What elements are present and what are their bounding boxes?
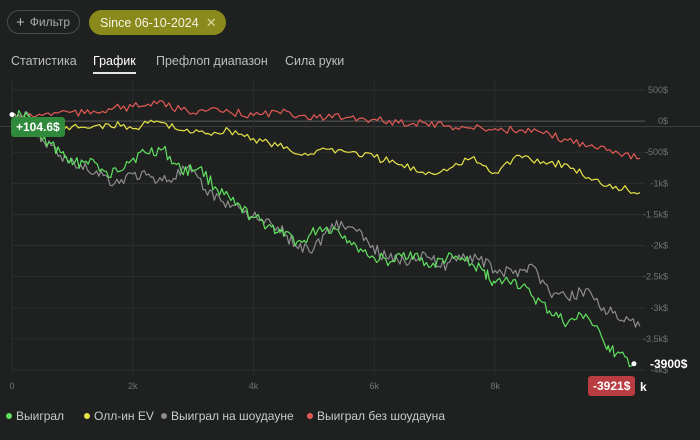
legend-item-non-showdown[interactable]: Выиграл без шоудауна xyxy=(307,409,445,423)
start-point-marker xyxy=(9,112,15,118)
y-tick-label: -500$ xyxy=(645,147,668,157)
close-icon[interactable]: ✕ xyxy=(205,14,217,30)
date-filter-label: Since 06-10-2024 xyxy=(100,15,199,30)
active-tab-indicator xyxy=(93,72,136,74)
y-tick-label: -2k$ xyxy=(650,241,668,251)
y-tick-label: -3.5k$ xyxy=(643,334,668,344)
legend-label-showdown: Выиграл на шоудауне xyxy=(171,409,294,423)
tab-bar: Статистика График Префлоп диапазон Сила … xyxy=(0,50,700,127)
tab-graph[interactable]: График xyxy=(93,54,136,68)
x-tick-label: 8k xyxy=(490,381,500,391)
x-tick-label: 6k xyxy=(370,381,380,391)
end-value-badge: -3921$ xyxy=(588,376,636,396)
y-tick-label: -2.5k$ xyxy=(643,272,668,282)
plus-icon: + xyxy=(16,13,25,31)
y-tick-label: -4k$ xyxy=(650,365,668,375)
series-allin-ev-line xyxy=(11,113,641,195)
tab-hand-strength[interactable]: Сила руки xyxy=(285,54,345,68)
tab-statistics[interactable]: Статистика xyxy=(11,54,77,68)
date-filter-chip[interactable]: Since 06-10-2024 ✕ xyxy=(89,10,226,35)
legend-label-allin-ev: Олл-ин EV xyxy=(94,409,154,423)
series-non-showdown-line xyxy=(11,100,641,160)
tabs-divider xyxy=(0,126,700,127)
x-tick-label: 2k xyxy=(128,381,138,391)
legend-label-non-showdown: Выиграл без шоудауна xyxy=(317,409,445,423)
x-tick-label: 4k xyxy=(249,381,259,391)
y-tick-label: 500$ xyxy=(648,85,668,95)
end-value-label: -3900$ xyxy=(650,357,688,371)
start-value-badge: +104.6$ xyxy=(11,117,65,137)
toolbar: + Фильтр Since 06-10-2024 ✕ xyxy=(0,0,700,44)
tab-preflop-range[interactable]: Префлоп диапазон xyxy=(156,54,268,68)
legend-dot-allin-ev xyxy=(84,413,90,419)
legend-item-allin-ev[interactable]: Олл-ин EV xyxy=(84,409,154,423)
end-point-marker xyxy=(631,361,637,367)
y-tick-label: 0$ xyxy=(658,116,668,126)
y-tick-label: -1k$ xyxy=(650,178,668,188)
y-tick-label: -1.5k$ xyxy=(643,209,668,219)
x-tick-label: 0 xyxy=(9,381,14,391)
legend-item-showdown[interactable]: Выиграл на шоудауне xyxy=(161,409,294,423)
filter-label: Фильтр xyxy=(29,15,71,29)
y-tick-label: -3k$ xyxy=(650,303,668,313)
legend-label-won: Выиграл xyxy=(16,409,65,423)
series-won-line xyxy=(11,109,635,368)
filter-button[interactable]: + Фильтр xyxy=(7,10,81,34)
legend-item-won[interactable]: Выиграл xyxy=(6,409,64,423)
end-suffix-label: k xyxy=(640,380,647,394)
results-chart[interactable]: 500$ 0$ -500$ -1k$ -1.5k$ -2k$ -2.5k$ -3k$ -3.5k… xyxy=(0,80,700,400)
legend-dot-won xyxy=(6,413,12,419)
legend-dot-showdown xyxy=(161,413,167,419)
legend-dot-non-showdown xyxy=(307,413,313,419)
series-showdown-line xyxy=(11,110,641,328)
